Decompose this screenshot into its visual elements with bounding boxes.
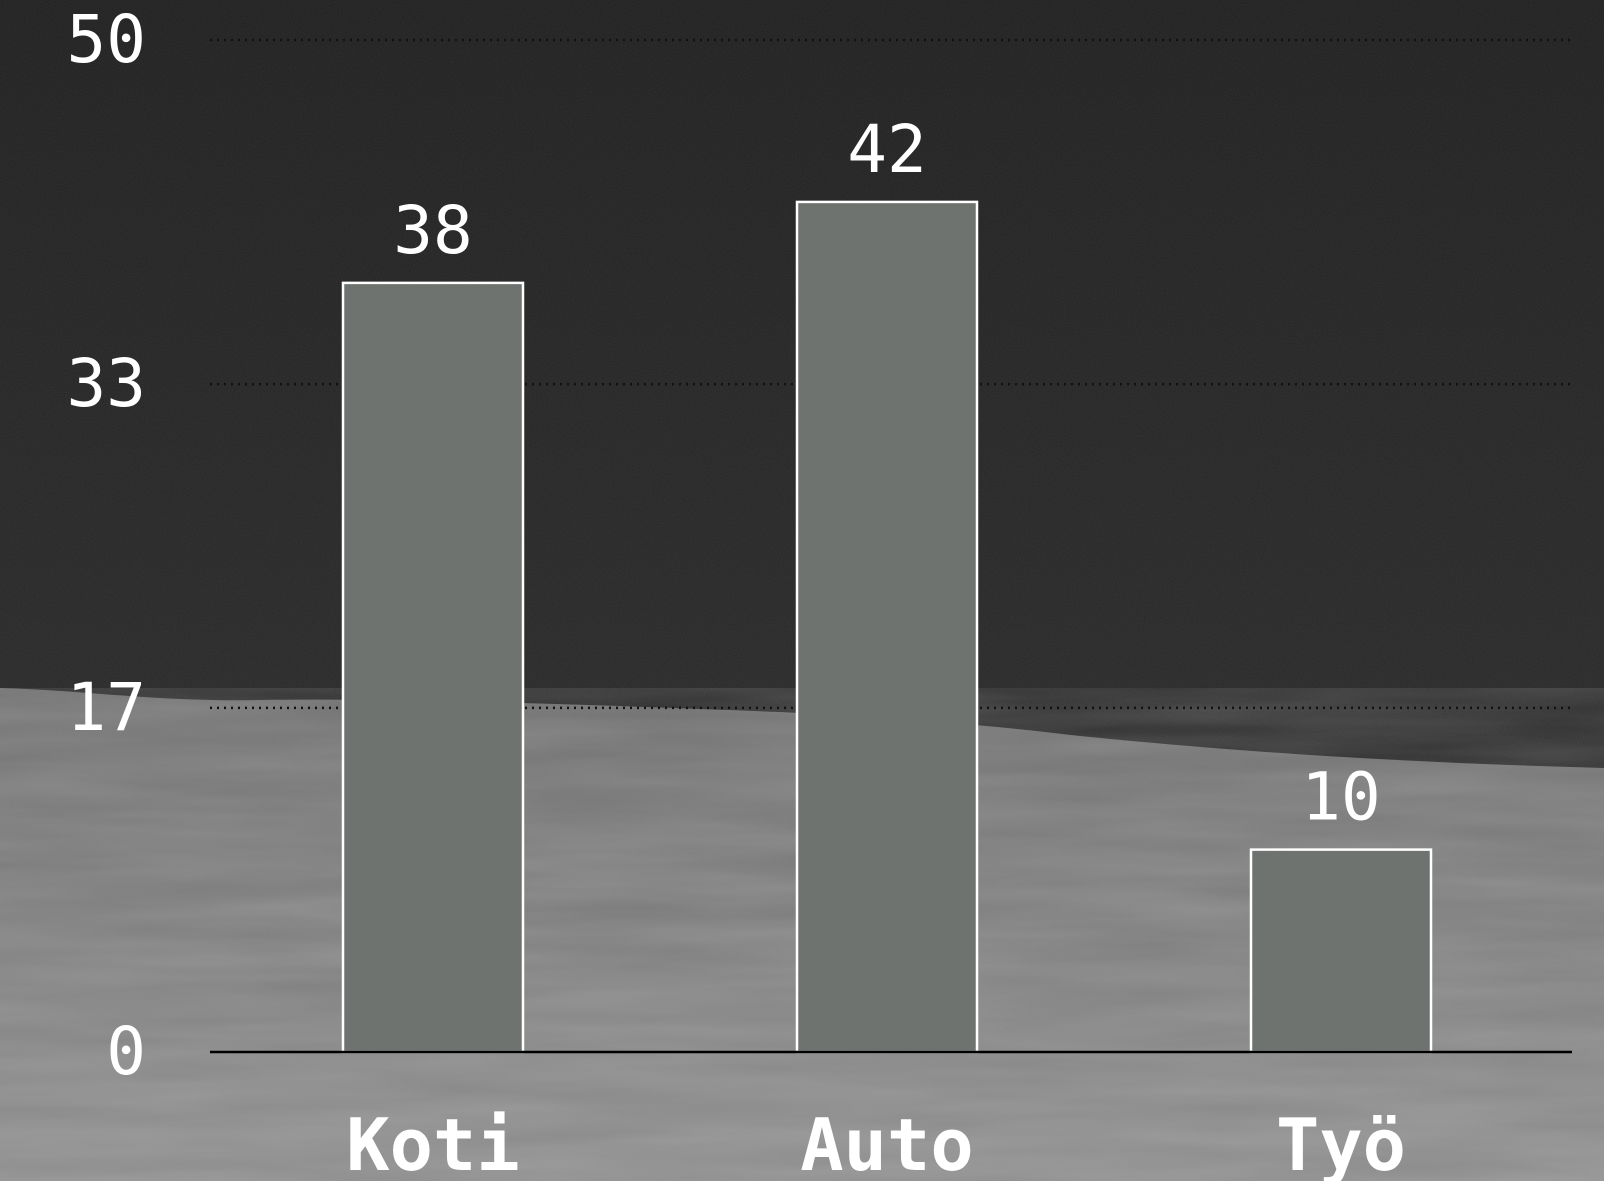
bar-auto xyxy=(795,200,979,1054)
y-axis: 0 17 33 50 xyxy=(67,1,146,1090)
y-tick-label-3: 50 xyxy=(67,1,146,78)
bar-työ xyxy=(1249,848,1433,1054)
x-tick-label-työ: Työ xyxy=(1276,1103,1406,1181)
y-tick-label-2: 33 xyxy=(67,345,146,422)
bars xyxy=(341,200,1433,1054)
y-tick-label-0: 0 xyxy=(106,1013,146,1090)
x-tick-label-koti: Koti xyxy=(346,1103,519,1181)
data-label-auto: 42 xyxy=(847,111,926,188)
data-labels: 38 42 10 xyxy=(393,111,1380,836)
data-label-koti: 38 xyxy=(393,192,472,269)
x-axis: Koti Auto Työ xyxy=(210,1050,1572,1181)
y-tick-label-1: 17 xyxy=(67,669,146,746)
data-label-työ: 10 xyxy=(1301,759,1380,836)
x-tick-label-auto: Auto xyxy=(800,1103,973,1181)
bar-koti xyxy=(341,281,525,1054)
